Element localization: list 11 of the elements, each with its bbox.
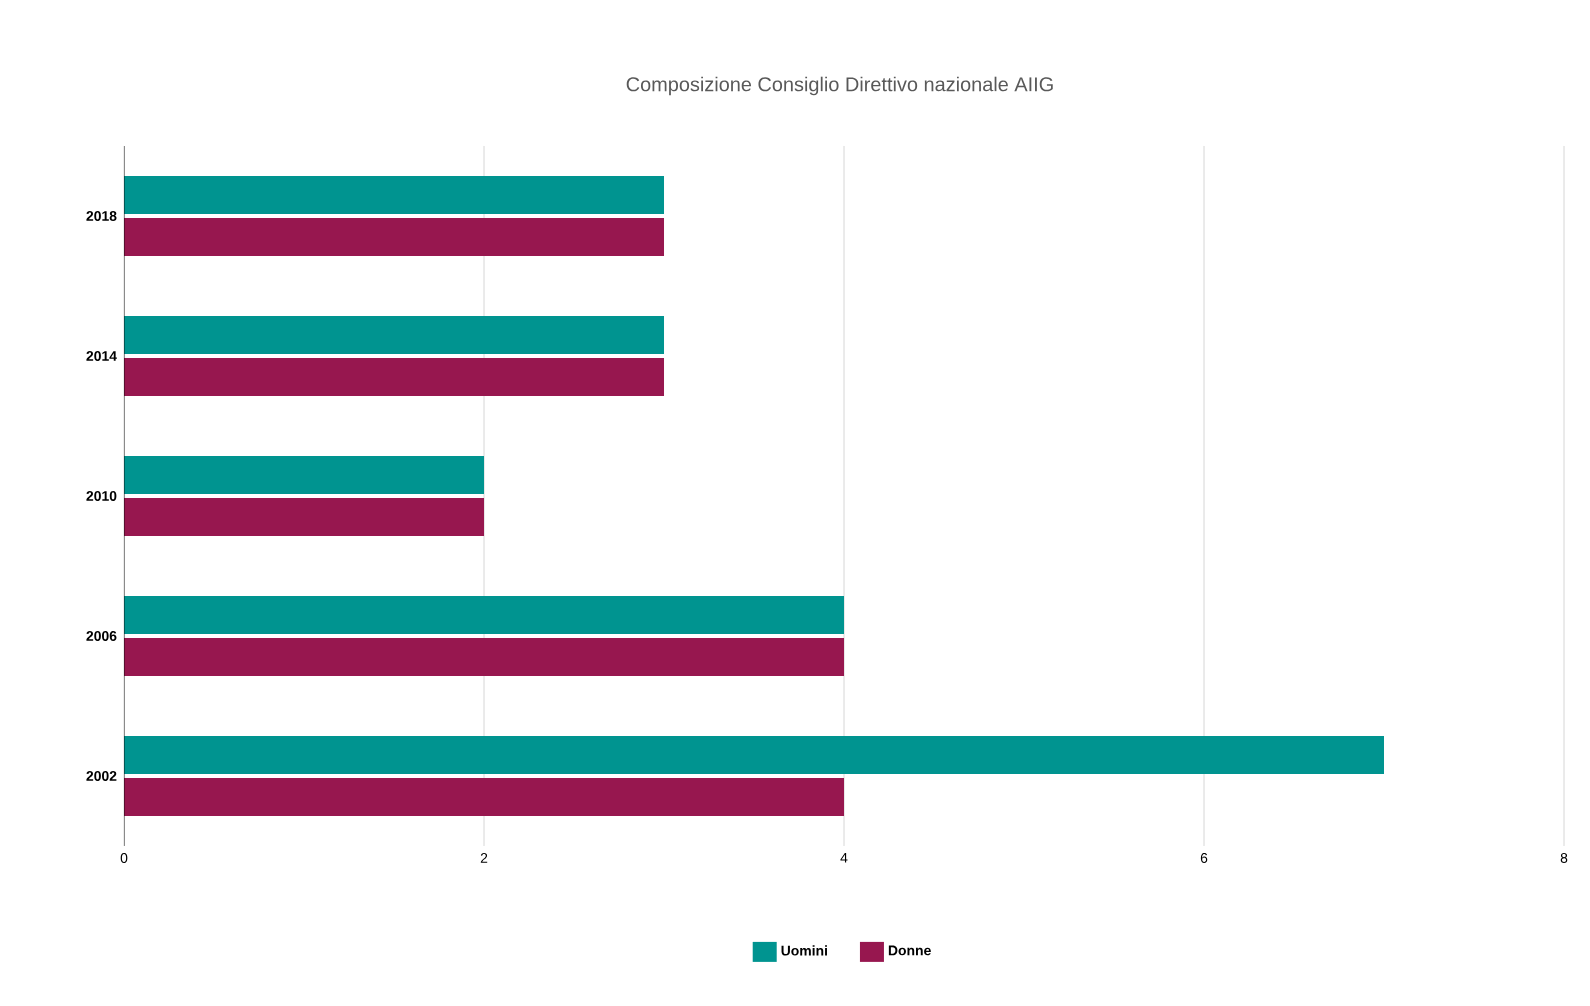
bar [124, 217, 665, 256]
bar [124, 357, 665, 396]
bar [124, 735, 1384, 774]
chart-title: Composizione Consiglio Direttivo nazionale AIIG [626, 76, 1053, 96]
bar [124, 455, 485, 494]
bar [124, 497, 485, 536]
bar [124, 595, 845, 634]
bar [124, 637, 845, 676]
bar [124, 777, 845, 816]
bar [124, 175, 665, 214]
bar [124, 315, 665, 354]
